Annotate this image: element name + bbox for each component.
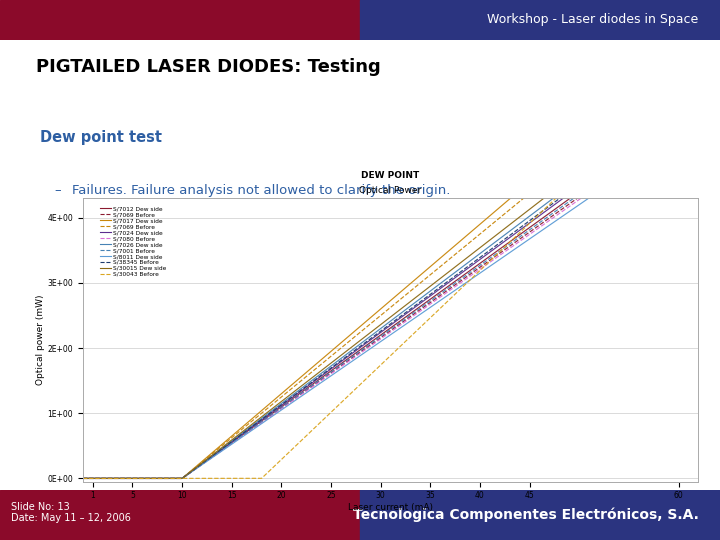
Bar: [0, 0, 360, 40]
Text: PIGTAILED LASER DIODES: Testing: PIGTAILED LASER DIODES: Testing: [36, 58, 381, 76]
Text: Optical Power: Optical Power: [359, 186, 422, 195]
Text: Tecnologica Componentes Electrónicos, S.A.: Tecnologica Componentes Electrónicos, S.…: [353, 508, 698, 522]
Text: Failures. Failure analysis not allowed to clarify the origin.: Failures. Failure analysis not allowed t…: [72, 184, 451, 197]
Legend: S/7012 Dew side, S/7069 Before, S/7017 Dew side, S/7069 Before, S/7024 Dew side,: S/7012 Dew side, S/7069 Before, S/7017 D…: [98, 204, 168, 279]
Text: Slide No: 13
Date: May 11 – 12, 2006: Slide No: 13 Date: May 11 – 12, 2006: [11, 502, 130, 523]
Text: –: –: [54, 184, 60, 197]
Bar: [360, 490, 720, 540]
Bar: [0, 490, 360, 540]
X-axis label: Laser current (mA): Laser current (mA): [348, 503, 433, 512]
Text: DEW POINT: DEW POINT: [361, 171, 420, 180]
Text: Dew point test: Dew point test: [40, 130, 161, 145]
Y-axis label: Optical power (mW): Optical power (mW): [35, 295, 45, 385]
Text: Workshop - Laser diodes in Space: Workshop - Laser diodes in Space: [487, 14, 698, 26]
Bar: [360, 0, 720, 40]
